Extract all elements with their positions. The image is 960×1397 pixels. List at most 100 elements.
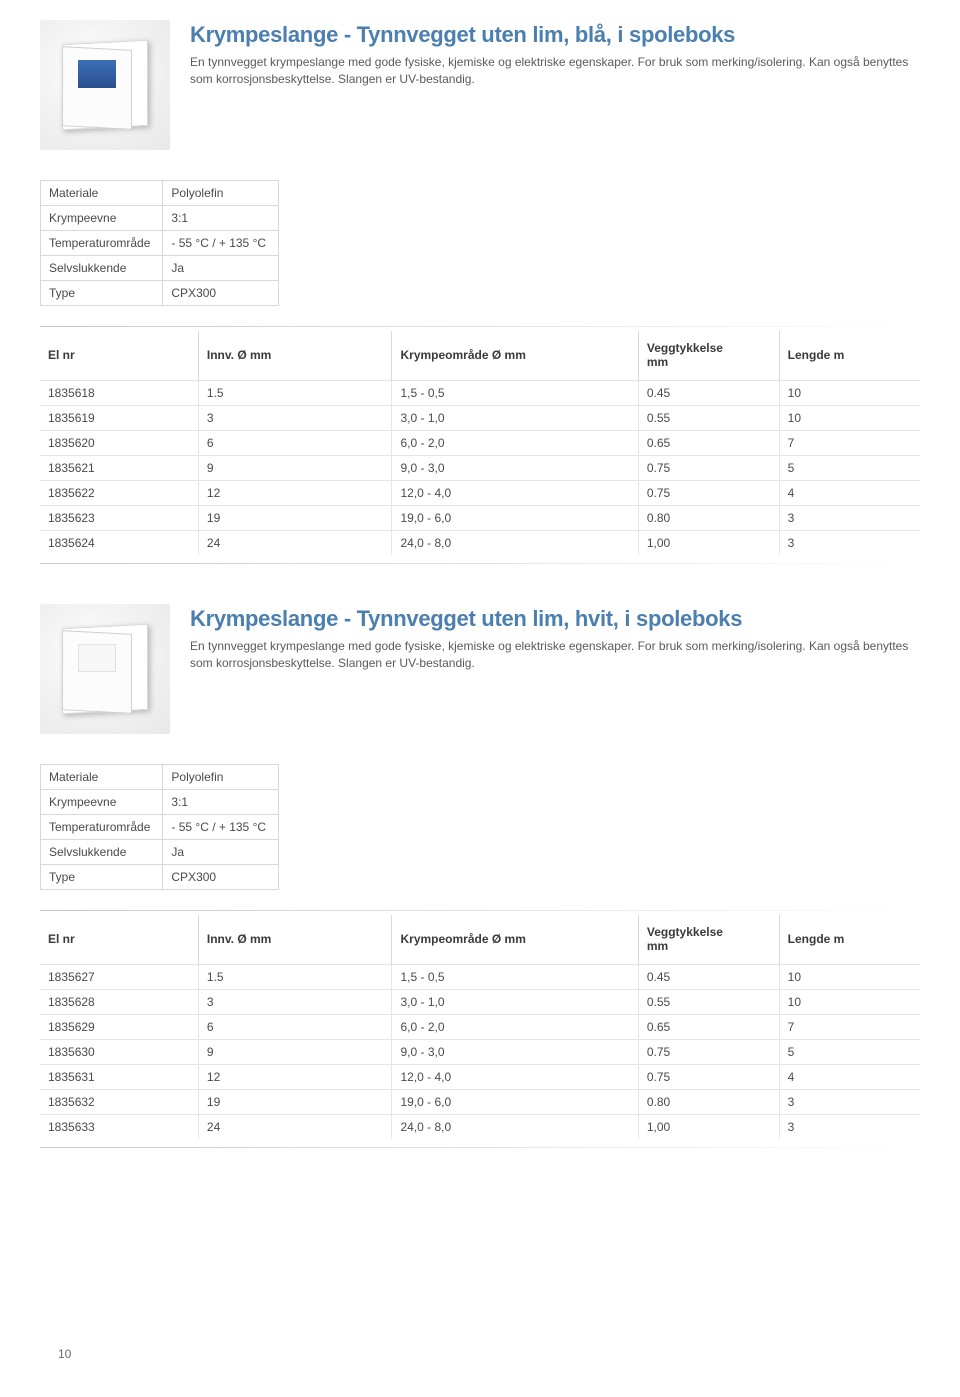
product-image-blue [40,20,170,150]
divider [40,1147,920,1148]
cell-elnr: 1835623 [40,505,198,530]
cell-elnr: 1835628 [40,989,198,1014]
table-row: 18356332424,0 - 8,01,003 [40,1114,920,1139]
cell-krymp: 9,0 - 3,0 [392,1039,638,1064]
spec-row: Temperaturområde- 55 °C / + 135 °C [41,231,279,256]
product-desc: En tynnvegget krympeslange med gode fysi… [190,54,920,89]
spec-value: Polyolefin [163,764,279,789]
table-row: 18356231919,0 - 6,00.803 [40,505,920,530]
cell-krymp: 3,0 - 1,0 [392,989,638,1014]
cell-lengde: 4 [779,480,920,505]
cell-elnr: 1835630 [40,1039,198,1064]
col-vegg-line1: Veggtykkelse [647,925,723,939]
col-elnr: El nr [40,331,198,380]
cell-lengde: 7 [779,430,920,455]
spec-value: 3:1 [163,789,279,814]
col-krymp: Krympeområde Ø mm [392,331,638,380]
table-row: 18356242424,0 - 8,01,003 [40,530,920,555]
cell-innv: 6 [198,430,392,455]
cell-vegg: 0.75 [638,455,779,480]
cell-elnr: 1835632 [40,1089,198,1114]
table-body-1: 18356271.51,5 - 0,50.4510183562833,0 - 1… [40,964,920,1139]
cell-innv: 1.5 [198,380,392,405]
cell-elnr: 1835621 [40,455,198,480]
spec-label: Materiale [41,764,163,789]
table-row: 183561933,0 - 1,00.5510 [40,405,920,430]
cell-vegg: 0.80 [638,1089,779,1114]
spec-row: Krympeevne3:1 [41,206,279,231]
cell-krymp: 24,0 - 8,0 [392,1114,638,1139]
table-body-0: 18356181.51,5 - 0,50.4510183561933,0 - 1… [40,380,920,555]
spec-label: Type [41,864,163,889]
cell-elnr: 1835624 [40,530,198,555]
spec-label: Type [41,281,163,306]
spec-value: CPX300 [163,281,279,306]
spec-value: Ja [163,256,279,281]
spec-value: - 55 °C / + 135 °C [163,814,279,839]
cell-krymp: 9,0 - 3,0 [392,455,638,480]
cell-lengde: 3 [779,530,920,555]
cell-innv: 12 [198,1064,392,1089]
col-vegg-line2: mm [647,939,668,953]
cell-lengde: 3 [779,1114,920,1139]
cell-elnr: 1835620 [40,430,198,455]
cell-krymp: 1,5 - 0,5 [392,964,638,989]
spec-row: Krympeevne3:1 [41,789,279,814]
cell-innv: 24 [198,530,392,555]
cell-vegg: 1,00 [638,530,779,555]
cell-lengde: 5 [779,1039,920,1064]
box-front [62,630,132,714]
cell-innv: 1.5 [198,964,392,989]
cell-krymp: 12,0 - 4,0 [392,480,638,505]
page-number: 10 [58,1347,71,1361]
cell-krymp: 19,0 - 6,0 [392,1089,638,1114]
cell-elnr: 1835622 [40,480,198,505]
product-image-white [40,604,170,734]
col-krymp: Krympeområde Ø mm [392,915,638,964]
spec-row: Temperaturområde- 55 °C / + 135 °C [41,814,279,839]
cell-lengde: 10 [779,405,920,430]
col-lengde: Lengde m [779,915,920,964]
spec-row: TypeCPX300 [41,281,279,306]
product-block: Krympeslange - Tynnvegget uten lim, hvit… [40,604,920,1148]
product-header: Krympeslange - Tynnvegget uten lim, hvit… [40,604,920,734]
col-elnr: El nr [40,915,198,964]
box-window-icon [78,60,116,88]
cell-elnr: 1835629 [40,1014,198,1039]
cell-innv: 9 [198,1039,392,1064]
table-header-row: El nr Innv. Ø mm Krympeområde Ø mm Veggt… [40,331,920,380]
divider [40,563,920,564]
data-table: El nr Innv. Ø mm Krympeområde Ø mm Veggt… [40,915,920,1139]
spec-value: 3:1 [163,206,279,231]
spec-label: Temperaturområde [41,814,163,839]
cell-lengde: 3 [779,1089,920,1114]
table-row: 18356321919,0 - 6,00.803 [40,1089,920,1114]
cell-elnr: 1835631 [40,1064,198,1089]
cell-innv: 9 [198,455,392,480]
divider [40,326,920,327]
cell-innv: 3 [198,989,392,1014]
spec-label: Temperaturområde [41,231,163,256]
cell-vegg: 0.55 [638,989,779,1014]
spec-value: CPX300 [163,864,279,889]
divider [40,910,920,911]
spec-row: MaterialePolyolefin [41,181,279,206]
box-window-icon [78,644,116,672]
spec-value: Ja [163,839,279,864]
cell-lengde: 7 [779,1014,920,1039]
cell-lengde: 5 [779,455,920,480]
col-vegg: Veggtykkelsemm [638,915,779,964]
col-vegg-line1: Veggtykkelse [647,341,723,355]
spec-label: Krympeevne [41,206,163,231]
col-vegg-line2: mm [647,355,668,369]
cell-vegg: 1,00 [638,1114,779,1139]
cell-vegg: 0.80 [638,505,779,530]
table-row: 183562066,0 - 2,00.657 [40,430,920,455]
spec-label: Krympeevne [41,789,163,814]
spec-value: Polyolefin [163,181,279,206]
col-lengde: Lengde m [779,331,920,380]
table-row: 183562833,0 - 1,00.5510 [40,989,920,1014]
cell-lengde: 3 [779,505,920,530]
cell-innv: 24 [198,1114,392,1139]
product-header: Krympeslange - Tynnvegget uten lim, blå,… [40,20,920,150]
